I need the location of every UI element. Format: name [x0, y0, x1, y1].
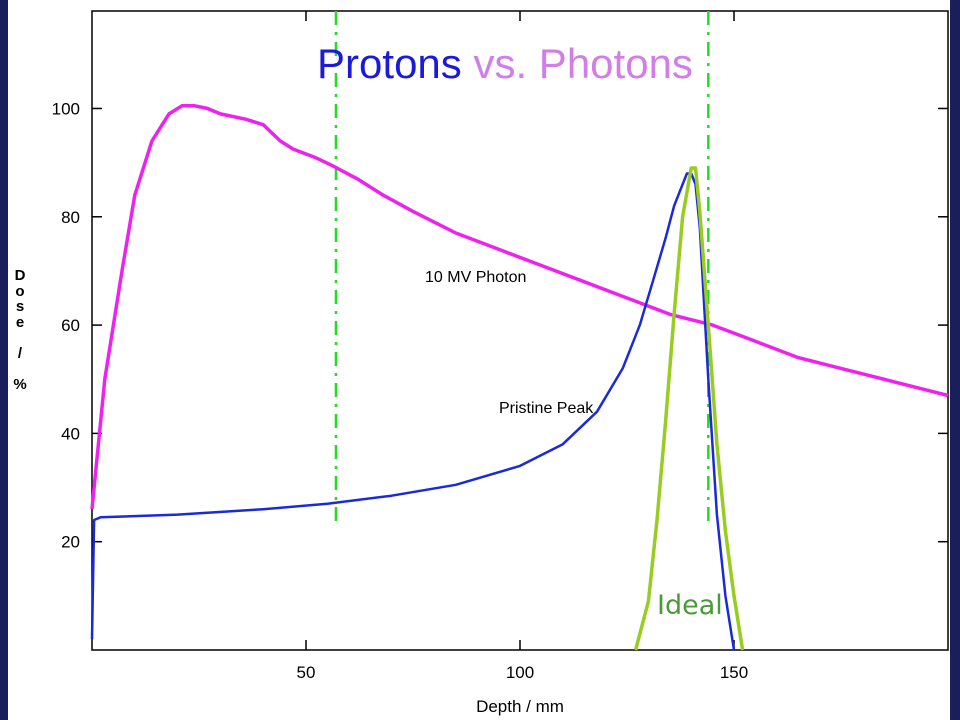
right-frame: [950, 0, 960, 720]
y-axis-label-char-4: [10, 330, 30, 346]
data-series: [90, 104, 949, 651]
x-axis-label: Depth / mm: [476, 697, 564, 716]
ytick-label-40: 40: [61, 424, 80, 443]
ideal-label: Ideal: [657, 590, 723, 621]
xtick-label-50: 50: [297, 663, 316, 682]
plot-area: [91, 10, 949, 651]
xtick-label-150: 150: [720, 663, 748, 682]
ytick-label-20: 20: [61, 533, 80, 552]
y-axis-label-char-1: o: [15, 282, 25, 300]
pristine-peak-label: Pristine Peak: [499, 400, 594, 417]
y-axis-label-char-7: %: [13, 375, 27, 393]
y-axis-label-char-5: /: [17, 344, 23, 362]
axis-ticks: 20 40 60 80 100 50 100 150: [52, 11, 948, 682]
ytick-label-100: 100: [52, 99, 80, 118]
photon-label: 10 MV Photon: [425, 269, 527, 286]
xtick-label-100: 100: [506, 663, 534, 682]
y-axis-label-char-6: [10, 361, 30, 377]
series-ideal: [633, 166, 745, 651]
guide-lines: [334, 11, 710, 528]
ytick-label-80: 80: [61, 208, 80, 227]
title-protons: Protons: [317, 40, 462, 87]
y-axis-label-char-3: e: [15, 313, 25, 331]
series-10-mv-photon: [90, 104, 949, 510]
y-axis-label-char-0: D: [14, 267, 26, 284]
ytick-label-60: 60: [61, 316, 80, 335]
slide-title: Protons vs. Photons: [0, 40, 960, 88]
left-frame: [0, 0, 8, 720]
title-vs-photons: vs. Photons: [473, 40, 693, 87]
y-axis-label-char-2: s: [15, 298, 25, 315]
